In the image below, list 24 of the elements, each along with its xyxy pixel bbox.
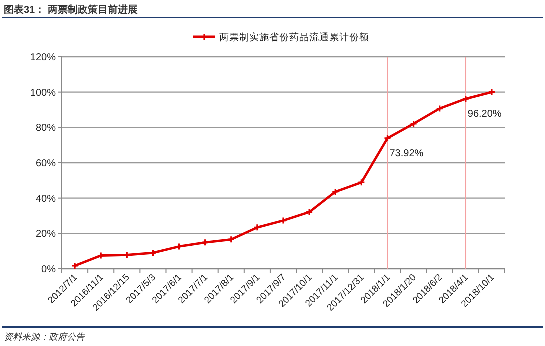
point: [280, 216, 288, 225]
text: 资料来源：政府公告: [4, 332, 86, 342]
point: [254, 224, 262, 232]
point: [149, 249, 158, 257]
point: [358, 178, 366, 186]
y-tick-label: 60%: [36, 158, 56, 170]
y-tick-label: 0%: [42, 264, 56, 276]
y-tick-label: 80%: [36, 123, 56, 134]
point: [436, 104, 444, 113]
y-tick-label: 40%: [36, 194, 56, 205]
point: [462, 95, 470, 103]
point: [175, 242, 184, 251]
point: [228, 236, 236, 244]
legend-label: 两票制实施省份药品流通累计份额: [220, 32, 370, 44]
chart-title: 图表31： 两票制政策目前进展: [4, 4, 138, 16]
point: [384, 134, 392, 142]
y-tick-label: 120%: [30, 52, 56, 64]
point: [332, 188, 340, 196]
point: [410, 120, 418, 128]
annotation: 96.20%: [468, 109, 502, 120]
point: [306, 208, 314, 216]
y-tick-label: 100%: [30, 88, 56, 99]
y-tick-label: 20%: [36, 229, 56, 240]
annotation: 73.92%: [390, 148, 424, 160]
